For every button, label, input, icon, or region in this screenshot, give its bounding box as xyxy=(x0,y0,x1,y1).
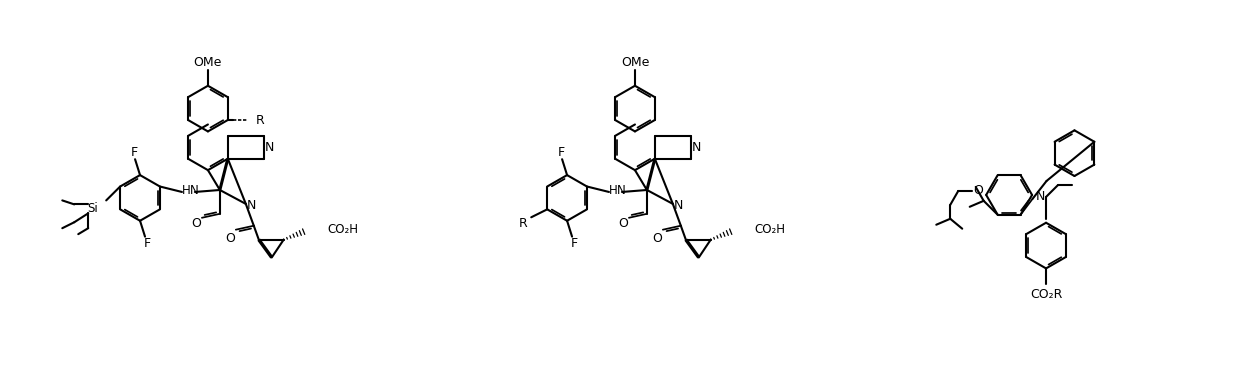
Text: N: N xyxy=(675,199,683,212)
Text: CO₂H: CO₂H xyxy=(328,223,359,236)
Text: F: F xyxy=(557,146,565,159)
Text: F: F xyxy=(144,237,151,250)
Text: N: N xyxy=(617,185,625,197)
Text: N: N xyxy=(189,185,198,197)
Text: N: N xyxy=(265,141,274,154)
Text: CO₂H: CO₂H xyxy=(755,223,786,236)
Text: OMe: OMe xyxy=(620,56,649,70)
Text: H: H xyxy=(182,185,191,197)
Text: O: O xyxy=(652,232,662,245)
Text: F: F xyxy=(130,146,137,159)
Text: O: O xyxy=(225,232,235,245)
Text: R: R xyxy=(519,217,527,230)
Text: O: O xyxy=(618,217,628,230)
Text: R: R xyxy=(256,114,265,126)
Text: CO₂R: CO₂R xyxy=(1030,288,1062,301)
Text: Si: Si xyxy=(87,202,98,215)
Text: N: N xyxy=(248,199,256,212)
Text: H: H xyxy=(609,185,618,197)
Text: N: N xyxy=(1035,190,1045,203)
Text: O: O xyxy=(973,185,983,197)
Text: F: F xyxy=(571,237,578,250)
Text: O: O xyxy=(191,217,201,230)
Text: OMe: OMe xyxy=(193,56,222,70)
Text: N: N xyxy=(692,141,701,154)
